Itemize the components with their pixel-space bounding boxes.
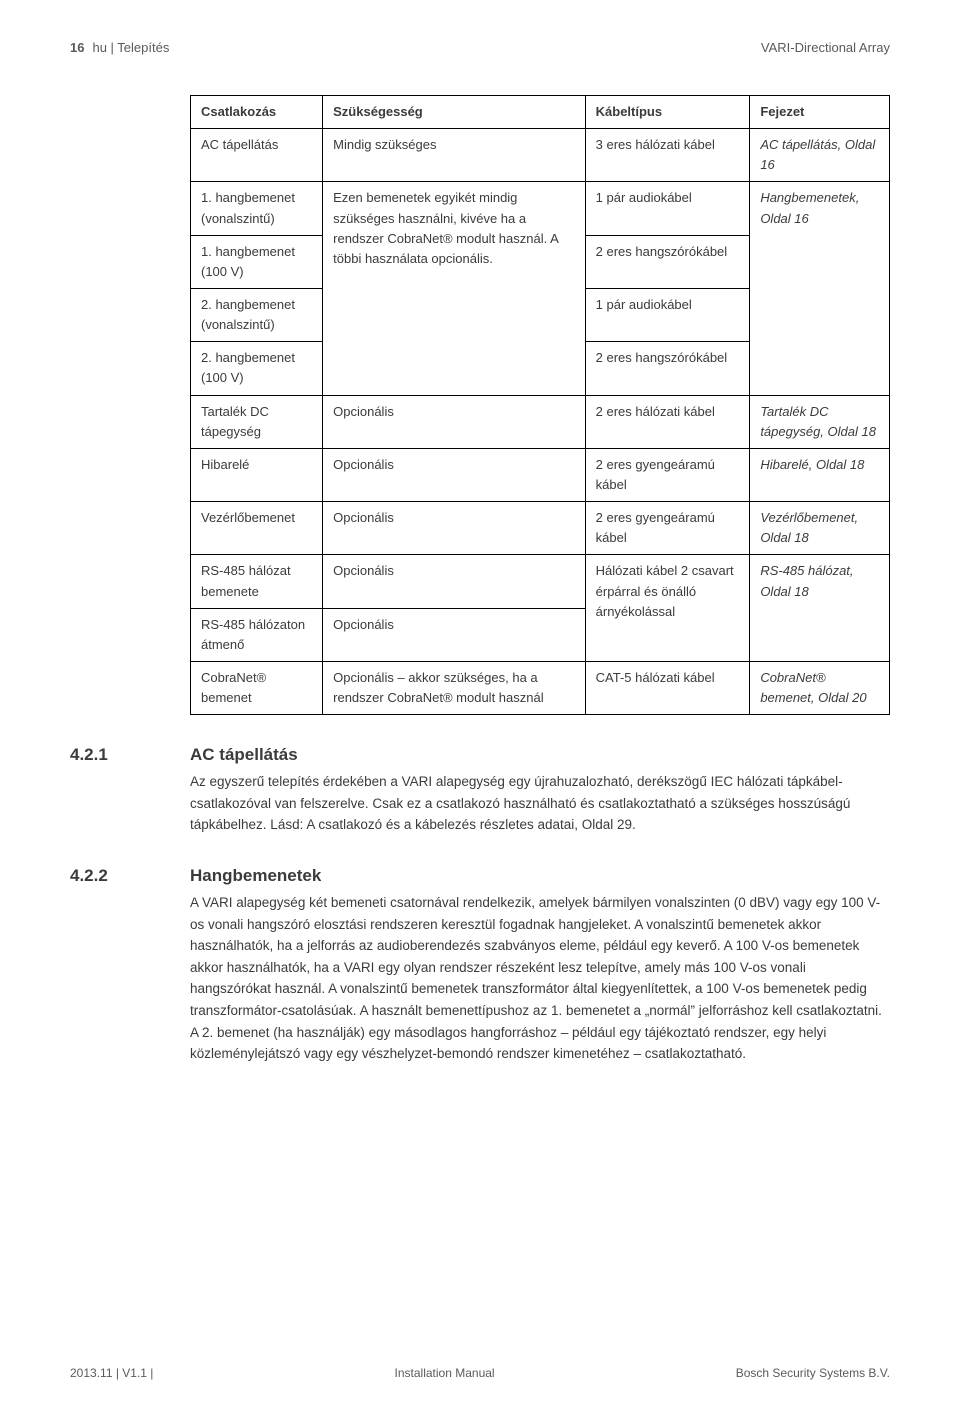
section-number: 4.2.2	[70, 866, 150, 886]
col-header: Szükségesség	[323, 96, 586, 129]
cell: 2 eres gyengeáramú kábel	[585, 502, 750, 555]
connections-table: Csatlakozás Szükségesség Kábeltípus Feje…	[190, 95, 890, 715]
cell: 1 pár audiokábel	[585, 182, 750, 235]
cell: 1. hangbemenet (vonalszintű)	[191, 182, 323, 235]
cell: RS-485 hálózat bemenete	[191, 555, 323, 608]
cell: Mindig szükséges	[323, 129, 586, 182]
page-number: 16	[70, 40, 84, 55]
header-lang-section: hu | Telepítés	[92, 40, 169, 55]
page-footer: 2013.11 | V1.1 | Installation Manual Bos…	[70, 1366, 890, 1380]
table-row: Hibarelé Opcionális 2 eres gyengeáramú k…	[191, 448, 890, 501]
cell: Opcionális	[323, 395, 586, 448]
cell: Opcionális	[323, 502, 586, 555]
section-body: A VARI alapegység két bemeneti csatornáv…	[190, 892, 890, 1065]
cell: RS-485 hálózat, Oldal 18	[750, 555, 890, 662]
footer-left: 2013.11 | V1.1 |	[70, 1366, 153, 1380]
table-row: RS-485 hálózat bemenete Opcionális Hálóz…	[191, 555, 890, 608]
section-number: 4.2.1	[70, 745, 150, 765]
table-row: Vezérlőbemenet Opcionális 2 eres gyengeá…	[191, 502, 890, 555]
cell: RS-485 hálózaton átmenő	[191, 608, 323, 661]
cell: Opcionális	[323, 555, 586, 608]
cell: AC tápellátás	[191, 129, 323, 182]
cell: Hálózati kábel 2 csavart érpárral és öná…	[585, 555, 750, 662]
cell: Tartalék DC tápegység, Oldal 18	[750, 395, 890, 448]
table-header-row: Csatlakozás Szükségesség Kábeltípus Feje…	[191, 96, 890, 129]
cell: Opcionális – akkor szükséges, ha a rends…	[323, 661, 586, 714]
cell: Hibarelé	[191, 448, 323, 501]
cell: Vezérlőbemenet	[191, 502, 323, 555]
cell: Opcionális	[323, 608, 586, 661]
cell: Ezen bemenetek egyikét mindig szükséges …	[323, 182, 586, 395]
cell: 1. hangbemenet (100 V)	[191, 235, 323, 288]
footer-center: Installation Manual	[395, 1366, 495, 1380]
table-row: Tartalék DC tápegység Opcionális 2 eres …	[191, 395, 890, 448]
cell: AC tápellátás, Oldal 16	[750, 129, 890, 182]
col-header: Kábeltípus	[585, 96, 750, 129]
cell: Vezérlőbemenet, Oldal 18	[750, 502, 890, 555]
cell: CobraNet® bemenet	[191, 661, 323, 714]
cell: 2 eres gyengeáramú kábel	[585, 448, 750, 501]
cell: Tartalék DC tápegység	[191, 395, 323, 448]
document-title: VARI-Directional Array	[761, 40, 890, 55]
cell: 2. hangbemenet (100 V)	[191, 342, 323, 395]
cell: Hibarelé, Oldal 18	[750, 448, 890, 501]
section-4-2-2: 4.2.2 Hangbemenetek A VARI alapegység ké…	[70, 866, 890, 1065]
section-4-2-1: 4.2.1 AC tápellátás Az egyszerű telepíté…	[70, 745, 890, 836]
col-header: Fejezet	[750, 96, 890, 129]
cell: CobraNet® bemenet, Oldal 20	[750, 661, 890, 714]
cell: Hangbemenetek, Oldal 16	[750, 182, 890, 395]
cell: 2. hangbemenet (vonalszintű)	[191, 288, 323, 341]
page-header: 16 hu | Telepítés VARI-Directional Array	[70, 40, 890, 55]
cell: 2 eres hangszórókábel	[585, 235, 750, 288]
footer-right: Bosch Security Systems B.V.	[736, 1366, 890, 1380]
cell: CAT-5 hálózati kábel	[585, 661, 750, 714]
cell: 1 pár audiokábel	[585, 288, 750, 341]
cell: 3 eres hálózati kábel	[585, 129, 750, 182]
section-title: Hangbemenetek	[190, 866, 321, 886]
cell: 2 eres hálózati kábel	[585, 395, 750, 448]
col-header: Csatlakozás	[191, 96, 323, 129]
table-row: AC tápellátás Mindig szükséges 3 eres há…	[191, 129, 890, 182]
cell: Opcionális	[323, 448, 586, 501]
table-row: CobraNet® bemenet Opcionális – akkor szü…	[191, 661, 890, 714]
section-body: Az egyszerű telepítés érdekében a VARI a…	[190, 771, 890, 836]
table-row: 1. hangbemenet (vonalszintű) Ezen bemene…	[191, 182, 890, 235]
section-title: AC tápellátás	[190, 745, 298, 765]
cell: 2 eres hangszórókábel	[585, 342, 750, 395]
